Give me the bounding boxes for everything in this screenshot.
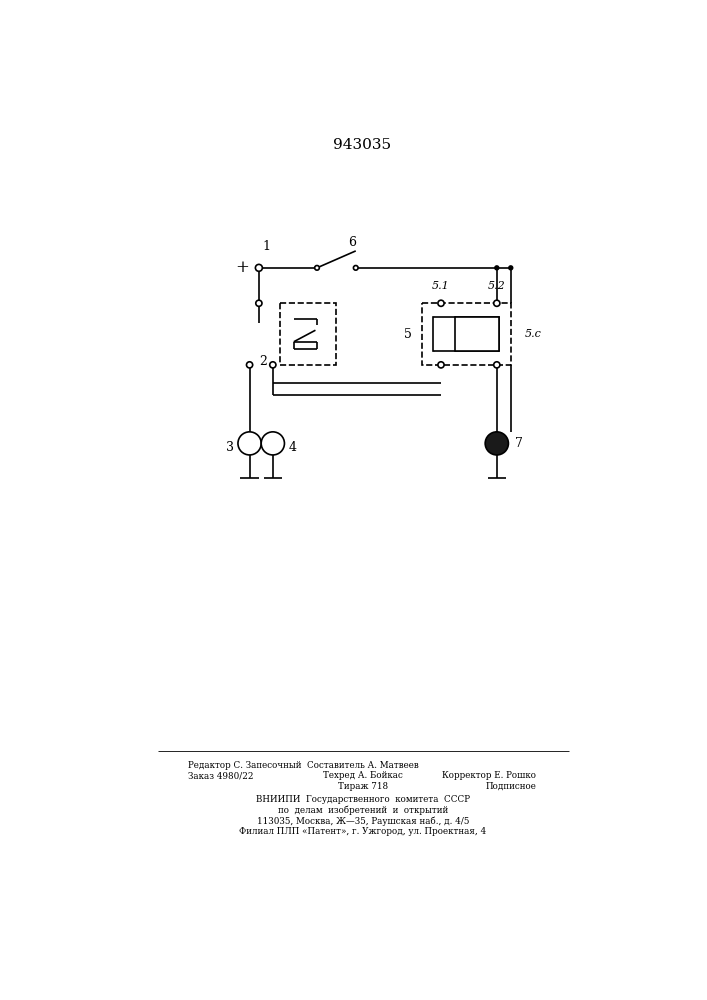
Text: Редактор С. Запесочный: Редактор С. Запесочный (187, 761, 301, 770)
Bar (455, 317, 499, 351)
Text: Подписное: Подписное (486, 782, 537, 791)
Circle shape (255, 264, 262, 271)
Text: по  делам  изобретений  и  открытий: по делам изобретений и открытий (278, 805, 448, 815)
Circle shape (438, 362, 444, 368)
Text: 1: 1 (263, 240, 271, 253)
Text: 2: 2 (259, 355, 267, 368)
Text: 3: 3 (226, 441, 234, 454)
Circle shape (438, 300, 444, 306)
Bar (421, 303, 510, 365)
Circle shape (493, 362, 500, 368)
Text: Тираж 718: Тираж 718 (338, 782, 387, 791)
Text: Заказ 4980/22: Заказ 4980/22 (187, 771, 253, 780)
Circle shape (261, 432, 284, 455)
Circle shape (494, 265, 500, 271)
Text: +: + (235, 259, 249, 276)
Text: Составитель А. Матвеев: Составитель А. Матвеев (307, 761, 419, 770)
Text: 4: 4 (288, 441, 296, 454)
Circle shape (485, 432, 508, 455)
Circle shape (270, 362, 276, 368)
Text: 6: 6 (348, 236, 356, 249)
Bar (433, 317, 499, 351)
Text: Филиал ПЛП «Патент», г. Ужгород, ул. Проектная, 4: Филиал ПЛП «Патент», г. Ужгород, ул. Про… (239, 827, 486, 836)
Text: 5.1: 5.1 (432, 281, 450, 291)
Circle shape (508, 265, 513, 271)
Text: 943035: 943035 (333, 138, 391, 152)
Bar (280, 303, 337, 365)
Circle shape (354, 266, 358, 270)
Text: Техред А. Бойкас: Техред А. Бойкас (323, 771, 403, 780)
Circle shape (256, 300, 262, 306)
Text: 5: 5 (404, 328, 411, 341)
Text: ВНИИПИ  Государственного  комитета  СССР: ВНИИПИ Государственного комитета СССР (256, 795, 469, 804)
Circle shape (247, 362, 252, 368)
Text: 7: 7 (515, 437, 522, 450)
Text: 5.2: 5.2 (488, 281, 506, 291)
Text: Корректор Е. Рошко: Корректор Е. Рошко (443, 771, 537, 780)
Circle shape (315, 266, 320, 270)
Text: 113035, Москва, Ж—35, Раушская наб., д. 4/5: 113035, Москва, Ж—35, Раушская наб., д. … (257, 816, 469, 826)
Circle shape (238, 432, 261, 455)
Text: 5.c: 5.c (525, 329, 542, 339)
Circle shape (493, 300, 500, 306)
